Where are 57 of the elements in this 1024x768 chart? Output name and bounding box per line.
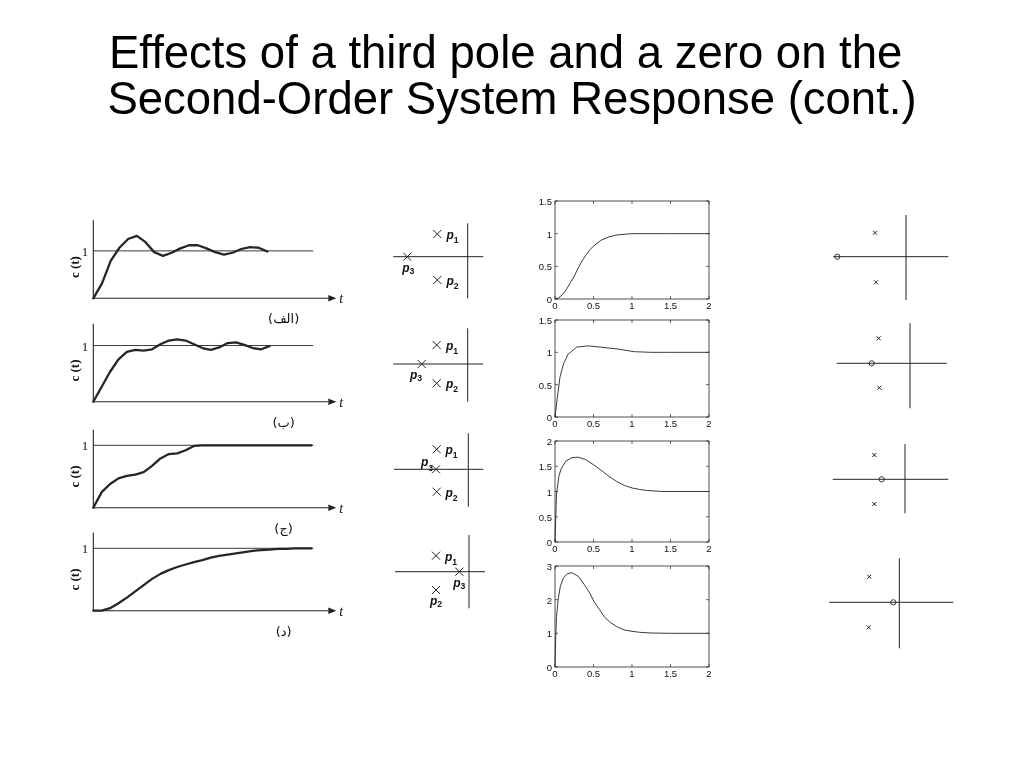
x-tick-label: 1 [629, 300, 635, 312]
y-tick-label: 0.5 [538, 379, 552, 391]
text: p$_{2}$ [444, 485, 458, 503]
y-tick-label: 1 [546, 228, 552, 240]
x-axis-title: t [339, 394, 345, 410]
x-axis-title: t [339, 290, 345, 306]
text: p$_{1}$ [444, 549, 458, 567]
ref-line-label: 1 [81, 437, 89, 453]
x-tick-label: 2 [706, 300, 712, 312]
x-tick-label: 1.5 [663, 418, 678, 430]
text: (ب) [272, 414, 295, 430]
y-tick-label: 3 [546, 560, 552, 572]
text: p$_{3}$ [419, 455, 434, 473]
text: Effects of a third pole and a zero on the Second-Order System Response (cont.) [107, 27, 917, 124]
x-tick-label: 1 [629, 668, 635, 680]
text: p$_{1}$ [445, 338, 459, 356]
y-tick-label: 1.5 [538, 460, 552, 472]
y-axis-title: c (t) [66, 568, 82, 591]
y-tick-label: 1 [546, 486, 552, 497]
text: (د) [275, 623, 292, 639]
x-tick-label: 2 [706, 543, 712, 555]
x-tick-label: 1 [629, 418, 635, 430]
x-axis-title: t [339, 500, 345, 516]
y-axis-title: c (t) [66, 256, 82, 279]
x-tick-label: 0.5 [586, 668, 601, 680]
y-tick-label: 0.5 [538, 260, 552, 272]
x-tick-label: 1 [629, 543, 635, 555]
ref-line-label: 1 [81, 338, 89, 354]
x-tick-label: 2 [706, 668, 712, 680]
text: p$_{2}$ [445, 377, 459, 394]
y-tick-label: 2 [546, 435, 552, 447]
text: p$_{3}$ [408, 367, 423, 384]
x-axis-title: t [339, 603, 345, 619]
x-tick-label: 2 [706, 418, 712, 430]
text: p$_{3}$ [452, 575, 466, 592]
y-tick-label: 1 [546, 627, 552, 639]
y-axis-title: c (t) [66, 465, 82, 488]
x-tick-label: 0.5 [586, 418, 601, 430]
text: p$_{3}$ [401, 260, 415, 277]
y-tick-label: 0.5 [538, 511, 552, 523]
text: p$_{2}$ [445, 274, 459, 291]
y-tick-label: 1 [546, 346, 552, 358]
ref-line-label: 1 [81, 243, 89, 259]
text: p$_{1}$ [444, 443, 458, 460]
y-axis-title: c (t) [66, 359, 82, 382]
x-tick-label: 1.5 [663, 668, 678, 680]
text: p$_{2}$ [428, 593, 443, 610]
text: p$_{1}$ [445, 228, 459, 245]
text: (الف) [268, 310, 300, 326]
x-tick-label: 1.5 [663, 300, 678, 312]
y-tick-label: 1.5 [538, 314, 552, 326]
y-tick-label: 1.5 [538, 195, 552, 207]
x-tick-label: 1.5 [663, 543, 678, 555]
x-tick-label: 0.5 [586, 543, 601, 555]
text: (ج) [274, 520, 293, 537]
y-tick-label: 2 [546, 594, 552, 606]
x-tick-label: 0.5 [586, 300, 601, 312]
